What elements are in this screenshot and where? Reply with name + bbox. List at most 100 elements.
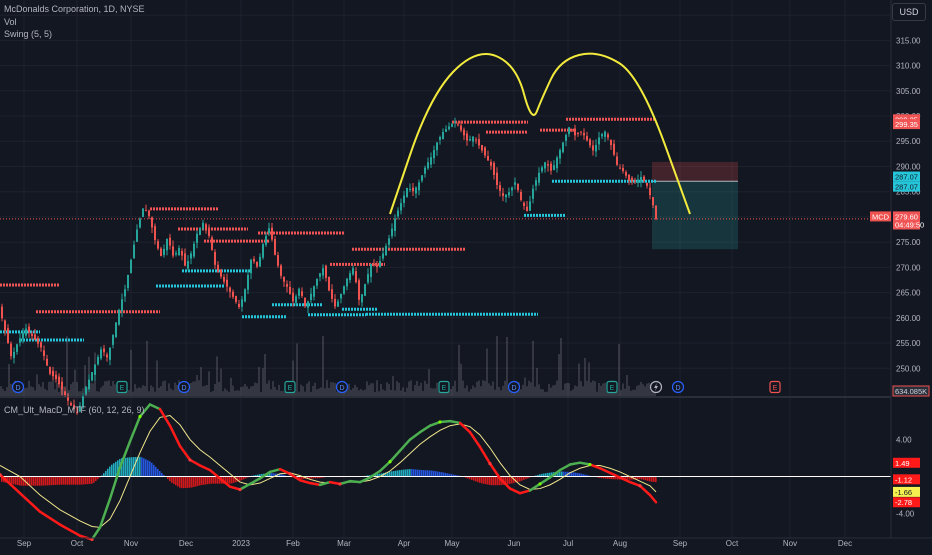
currency-button[interactable]: USD <box>892 3 926 21</box>
histogram-bar <box>453 474 455 477</box>
histogram-bar <box>561 471 563 477</box>
histogram-bar <box>303 476 305 479</box>
candle-body <box>448 126 450 130</box>
candle-body <box>463 129 465 136</box>
candle-body <box>262 244 264 258</box>
histogram-bar <box>183 476 185 489</box>
head-and-shoulders-drawing[interactable] <box>389 52 691 215</box>
histogram-bar <box>431 470 433 477</box>
histogram-bar <box>173 476 175 484</box>
candle-body <box>145 210 147 212</box>
histogram-bar <box>557 471 559 477</box>
candle-body <box>256 261 258 267</box>
histogram-bar <box>451 474 453 477</box>
macd-legend[interactable]: CM_Ult_MacD_MTF (60, 12, 26, 9) <box>4 405 145 415</box>
event-marker-d[interactable]: D <box>11 380 25 394</box>
histogram-bar <box>125 457 127 477</box>
histogram-bar <box>637 476 639 480</box>
candle-body <box>415 187 417 194</box>
event-marker-d[interactable]: D <box>671 380 685 394</box>
candle-body <box>259 256 261 267</box>
macd-label-bg <box>893 457 920 468</box>
candle-body <box>88 379 90 390</box>
candle-body <box>472 136 474 142</box>
candle-body <box>322 268 324 276</box>
candle-body <box>304 298 306 307</box>
histogram-bar <box>211 476 213 484</box>
histogram-bar <box>191 476 193 488</box>
candle-body <box>601 134 603 137</box>
macd-line-segment <box>358 476 372 484</box>
candle-body <box>580 131 582 133</box>
position-tool[interactable] <box>652 161 738 250</box>
histogram-bar <box>425 470 427 477</box>
histogram-bar <box>585 474 587 477</box>
candle-body <box>160 248 162 257</box>
event-marker-d[interactable]: D <box>177 380 191 394</box>
candle-body <box>265 235 267 245</box>
price-tick-label: 305.00 <box>896 87 921 96</box>
histogram-bar <box>399 470 401 477</box>
event-marker-e[interactable]: E <box>769 380 781 394</box>
event-marker-d[interactable]: D <box>335 380 349 394</box>
histogram-bar <box>93 476 95 483</box>
candle-body <box>562 142 564 153</box>
candle-body <box>202 222 204 229</box>
vol-legend[interactable]: Vol <box>4 17 17 27</box>
event-marker-e[interactable]: E <box>116 380 128 394</box>
histogram-bar <box>649 476 651 482</box>
histogram-bar <box>153 464 155 477</box>
histogram-bar <box>189 476 191 488</box>
time-tick-label: Dec <box>838 539 852 548</box>
candle-body <box>508 192 510 196</box>
histogram-bar <box>617 476 619 480</box>
candle-body <box>331 289 333 299</box>
histogram-bar <box>385 472 387 477</box>
candle-body <box>244 289 246 302</box>
histogram-bar <box>517 476 519 482</box>
drawing-layer[interactable] <box>389 52 691 215</box>
macd-line-segment <box>228 485 242 491</box>
event-marker-lightning[interactable] <box>649 380 663 394</box>
candle-body <box>643 176 645 181</box>
macd-line-segment <box>638 484 652 497</box>
histogram-bar <box>537 474 539 477</box>
histogram-bar <box>379 473 381 477</box>
histogram-bar <box>485 476 487 485</box>
macd-cross-dot <box>488 462 492 466</box>
event-marker-d[interactable]: D <box>507 380 521 394</box>
time-tick-label: Apr <box>398 539 411 548</box>
candle-body <box>46 358 48 366</box>
macd-line-segment <box>468 430 482 449</box>
histogram-bar <box>229 476 231 484</box>
candle-body <box>124 289 126 297</box>
macd-line-segment <box>128 415 142 443</box>
histogram-bar <box>87 476 89 485</box>
price-tick-label: 270.00 <box>896 263 921 272</box>
swing-legend[interactable]: Swing (5, 5) <box>4 29 53 39</box>
event-marker-e[interactable]: E <box>438 380 450 394</box>
candle-body <box>100 349 102 359</box>
histogram-bar <box>645 476 647 481</box>
candle-body <box>73 404 75 410</box>
histogram-bar <box>581 473 583 477</box>
candle-body <box>340 293 342 299</box>
candle-body <box>607 134 609 138</box>
histogram-bar <box>443 472 445 477</box>
price-tick-label: 265.00 <box>896 289 921 298</box>
histogram-bar <box>401 469 403 477</box>
histogram-bar <box>127 457 129 477</box>
macd-cross-dot <box>538 482 542 486</box>
histogram-bar <box>91 476 93 484</box>
histogram-bar <box>477 476 479 483</box>
event-marker-e[interactable]: E <box>606 380 618 394</box>
candle-body <box>439 137 441 140</box>
candle-body <box>181 250 183 256</box>
candle-body <box>646 183 648 186</box>
chart-title[interactable]: McDonalds Corporation, 1D, NYSE <box>4 4 145 14</box>
event-marker-e[interactable]: E <box>284 380 296 394</box>
candle-body <box>499 185 501 191</box>
